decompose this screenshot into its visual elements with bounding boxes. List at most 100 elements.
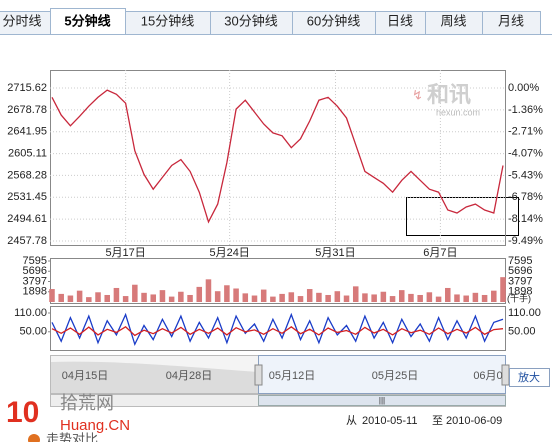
y-tick-label: 2568.28 <box>7 169 47 181</box>
volume-bar <box>86 297 92 302</box>
tab-label[interactable]: 5分钟线 <box>64 13 110 28</box>
tab-label[interactable]: 月线 <box>498 13 524 28</box>
zoom-button[interactable]: 放大 <box>509 368 550 387</box>
y-tick-label: 2531.45 <box>7 191 47 203</box>
volume-bar <box>214 291 221 302</box>
volume-bar <box>122 296 129 302</box>
compare-link[interactable]: 走势对比 <box>46 431 98 442</box>
y-tick-label: 2715.62 <box>7 82 47 94</box>
navigator-handle[interactable] <box>501 364 510 386</box>
tab-label[interactable]: 分时线 <box>2 13 41 28</box>
navigator-selection <box>258 355 506 394</box>
volume-bar <box>334 291 341 302</box>
panel-frame <box>50 70 506 246</box>
tab[interactable]: 月线 <box>482 11 541 35</box>
tab-label[interactable]: 30分钟线 <box>224 13 277 28</box>
panel-frame <box>50 306 506 351</box>
volume-bar <box>472 292 479 302</box>
zoom-label[interactable]: 放大 <box>518 370 540 384</box>
volume-bar <box>398 290 405 302</box>
series-line <box>51 312 504 347</box>
tab-label[interactable]: 日线 <box>387 13 413 28</box>
volume-bar <box>159 290 166 302</box>
y-tick-label-right: 110.00 <box>508 307 541 319</box>
volume-bar <box>297 296 304 302</box>
volume-bar <box>389 296 396 302</box>
navigator-handle[interactable] <box>254 364 263 386</box>
y2-tick-label: 0.00% <box>508 82 539 94</box>
tab-label[interactable]: 60分钟线 <box>307 13 360 28</box>
tab[interactable]: 分时线 <box>0 11 51 35</box>
range-end: 2010-06-09 <box>446 415 502 427</box>
tab[interactable]: 5分钟线 <box>50 8 126 35</box>
volume-bar <box>445 287 451 302</box>
volume-bar <box>270 296 276 302</box>
volume-bar <box>224 285 230 302</box>
tab-frame[interactable] <box>50 8 126 35</box>
volume-bar <box>205 279 212 302</box>
tab-label[interactable]: 周线 <box>440 13 466 28</box>
y-tick-label: 110.00 <box>14 307 47 319</box>
volume-bar <box>178 291 184 302</box>
scroll-grip: ||| <box>379 396 385 405</box>
volume-bar <box>288 292 295 302</box>
x-tick-label: 6月7日 <box>423 247 457 259</box>
volume-bar <box>150 294 157 302</box>
volume-bar <box>454 294 460 302</box>
compare-icon <box>28 434 40 442</box>
volume-bar <box>104 294 110 302</box>
y2-tick-label: -5.43% <box>508 169 543 181</box>
unit-label: (千手) <box>507 292 531 303</box>
tab[interactable]: 日线 <box>375 11 426 35</box>
volume-bar <box>491 290 497 302</box>
scroll-thumb[interactable] <box>258 395 506 406</box>
watermark-site: hexun.com <box>436 107 480 117</box>
navigator-date: 04月28日 <box>166 370 212 382</box>
y-tick-label-right: 5696 <box>508 265 532 277</box>
volume-bar <box>500 277 506 302</box>
range-to: 至 <box>432 415 443 427</box>
tab-frame[interactable] <box>482 11 541 35</box>
series-line <box>51 89 504 224</box>
series-line <box>51 325 504 337</box>
volume-bar <box>58 293 64 302</box>
tab[interactable]: 15分钟线 <box>125 11 211 35</box>
volume-bar <box>260 289 267 302</box>
button-frame[interactable] <box>509 368 550 387</box>
volume-bar <box>435 296 442 302</box>
volume-bar <box>325 294 331 302</box>
volume-bar <box>343 295 350 302</box>
volume-bar <box>417 294 423 302</box>
navigator-date: 04月15日 <box>62 370 108 382</box>
volume-bar <box>279 293 285 302</box>
range-from: 从 <box>346 415 357 427</box>
logo-number: 10 <box>6 396 39 429</box>
tab[interactable]: 30分钟线 <box>210 11 293 35</box>
y-tick-label: 7595 <box>23 255 47 267</box>
volume-bar <box>49 289 55 302</box>
watermark-brand: 和讯 <box>427 82 471 107</box>
y-tick-label: 3797 <box>23 275 47 287</box>
volume-bar <box>426 292 433 302</box>
y2-tick-label: -4.07% <box>508 148 543 160</box>
volume-bar <box>141 292 147 302</box>
y-tick-label-right: 7595 <box>508 255 532 267</box>
volume-bar <box>196 286 203 302</box>
volume-bar <box>408 293 414 302</box>
tab[interactable]: 周线 <box>425 11 483 35</box>
volume-bar <box>76 290 83 302</box>
volume-bar <box>67 295 74 302</box>
watermark-icon: ↯ <box>412 87 423 102</box>
volume-bar <box>233 288 239 302</box>
logo-en: Huang.CN <box>60 417 130 434</box>
volume-bar <box>242 293 249 302</box>
tab[interactable]: 60分钟线 <box>292 11 376 35</box>
y2-tick-label: -9.49% <box>508 235 543 247</box>
navigator-shade <box>51 361 258 393</box>
y-tick-label: 1898 <box>23 286 47 298</box>
volume-bar <box>362 293 368 302</box>
x-tick-label: 5月31日 <box>315 247 355 259</box>
volume-bar <box>113 287 120 302</box>
tab-label[interactable]: 15分钟线 <box>141 13 194 28</box>
range-start: 2010-05-11 <box>362 415 417 427</box>
